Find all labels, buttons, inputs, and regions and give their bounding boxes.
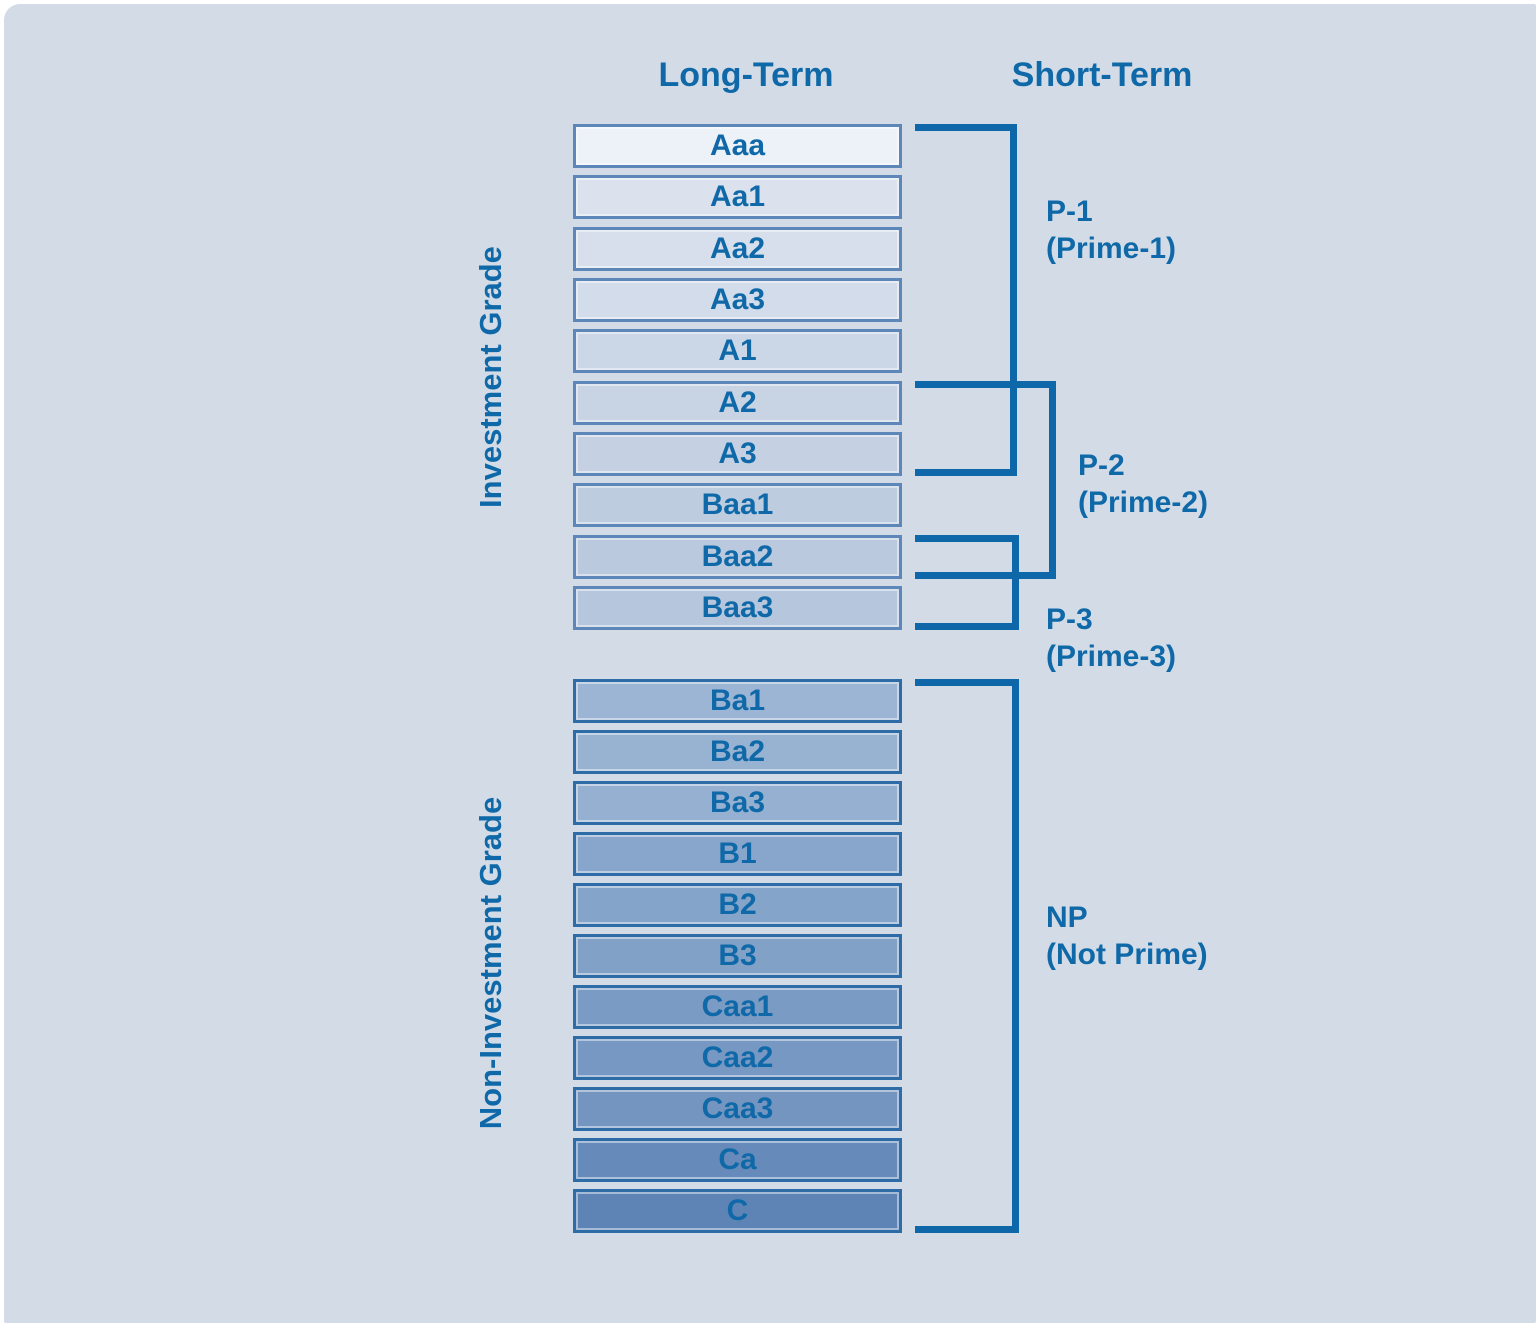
- rating-box-aa2: Aa2: [573, 227, 902, 271]
- rating-box-label: Baa1: [701, 488, 774, 521]
- rating-box-caa1: Caa1: [573, 985, 902, 1029]
- rating-box-label: Aa2: [709, 232, 766, 265]
- bracket-p1-top-line: [915, 124, 1017, 131]
- rating-box-label: Baa2: [701, 540, 774, 573]
- short-term-label-p3: P-3 (Prime-3): [1046, 601, 1176, 675]
- rating-box-b1: B1: [573, 832, 902, 876]
- rating-box-label: Aa3: [709, 283, 766, 316]
- rating-box-label: A1: [718, 334, 757, 367]
- rating-box-label: Caa1: [701, 990, 774, 1023]
- rating-box-ba1: Ba1: [573, 679, 902, 723]
- bracket-p2-vertical-line: [1049, 381, 1056, 579]
- rating-box-aa1: Aa1: [573, 175, 902, 219]
- rating-box-baa2: Baa2: [573, 535, 902, 579]
- rating-box-a2: A2: [573, 381, 902, 425]
- rating-box-label: Aa1: [709, 180, 766, 213]
- short-term-label-np: NP (Not Prime): [1046, 899, 1208, 973]
- rating-box-ca: Ca: [573, 1138, 902, 1182]
- rating-box-label: A2: [718, 386, 757, 419]
- bracket-p1-vertical-line: [1010, 124, 1017, 476]
- short-term-code: P-1: [1046, 195, 1093, 228]
- rating-box-baa1: Baa1: [573, 483, 902, 527]
- rating-box-aaa: Aaa: [573, 124, 902, 168]
- short-term-name: (Prime-2): [1078, 486, 1209, 519]
- bracket-p2-bottom-line: [915, 572, 1056, 579]
- rating-box-a3: A3: [573, 432, 902, 476]
- short-term-name: (Not Prime): [1046, 938, 1208, 971]
- short-term-code: P-2: [1078, 449, 1125, 482]
- short-term-code: NP: [1046, 901, 1088, 934]
- bracket-p1-bottom-line: [915, 469, 1017, 476]
- rating-box-baa3: Baa3: [573, 586, 902, 630]
- rating-box-label: Ba3: [709, 786, 766, 819]
- short-term-label-p2: P-2 (Prime-2): [1078, 447, 1208, 521]
- rating-box-label: Ba2: [709, 735, 766, 768]
- rating-box-label: B1: [718, 837, 757, 870]
- bracket-p2-top-line: [915, 381, 1056, 388]
- rating-box-aa3: Aa3: [573, 278, 902, 322]
- short-term-name: (Prime-3): [1046, 640, 1177, 673]
- rating-box-ba2: Ba2: [573, 730, 902, 774]
- short-term-column-header: Short-Term: [1011, 56, 1193, 94]
- rating-box-a1: A1: [573, 329, 902, 373]
- long-term-column-header: Long-Term: [658, 56, 834, 94]
- rating-box-b3: B3: [573, 934, 902, 978]
- rating-box-label: C: [726, 1194, 749, 1227]
- short-term-label-p1: P-1 (Prime-1): [1046, 193, 1176, 267]
- investment-grade-label: Investment Grade: [473, 246, 508, 508]
- rating-box-label: Ba1: [709, 684, 766, 717]
- rating-box-label: B2: [718, 888, 757, 921]
- non-investment-grade-label: Non-Investment Grade: [473, 796, 508, 1130]
- short-term-code: P-3: [1046, 603, 1093, 636]
- rating-box-label: Caa3: [701, 1092, 774, 1125]
- rating-box-caa3: Caa3: [573, 1087, 902, 1131]
- rating-box-caa2: Caa2: [573, 1036, 902, 1080]
- rating-box-label: B3: [718, 939, 757, 972]
- bracket-np-bottom-line: [915, 1226, 1019, 1233]
- bracket-p3-top-line: [915, 535, 1019, 542]
- rating-box-ba3: Ba3: [573, 781, 902, 825]
- rating-box-label: Aaa: [709, 129, 766, 162]
- short-term-name: (Prime-1): [1046, 232, 1177, 265]
- rating-box-label: Caa2: [701, 1041, 774, 1074]
- bracket-np-vertical-line: [1012, 679, 1019, 1233]
- bracket-np-top-line: [915, 679, 1019, 686]
- rating-box-b2: B2: [573, 883, 902, 927]
- bracket-p3-bottom-line: [915, 623, 1019, 630]
- rating-box-label: Ca: [718, 1143, 757, 1176]
- rating-box-c: C: [573, 1189, 902, 1233]
- rating-box-label: A3: [718, 437, 757, 470]
- bracket-p3-vertical-line: [1012, 535, 1019, 630]
- rating-box-label: Baa3: [701, 591, 774, 624]
